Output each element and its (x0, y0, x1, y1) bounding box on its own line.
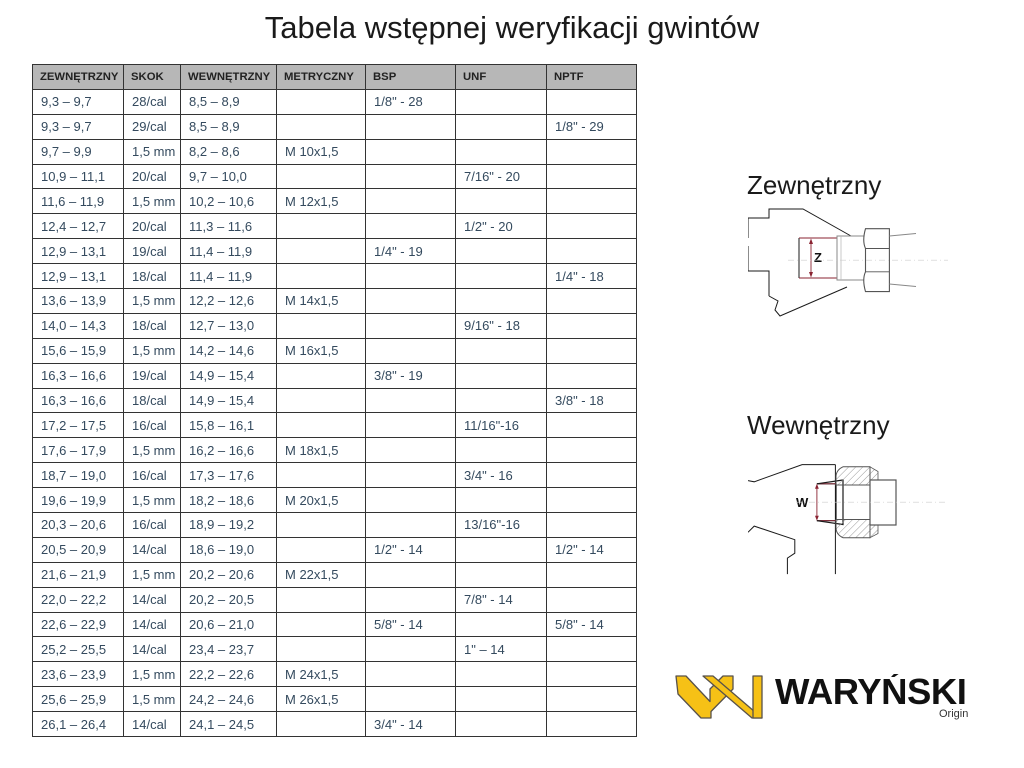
svg-text:Z: Z (814, 250, 822, 265)
svg-text:Origin: Origin (939, 708, 968, 720)
svg-text:WARYŃSKI: WARYŃSKI (775, 674, 966, 712)
